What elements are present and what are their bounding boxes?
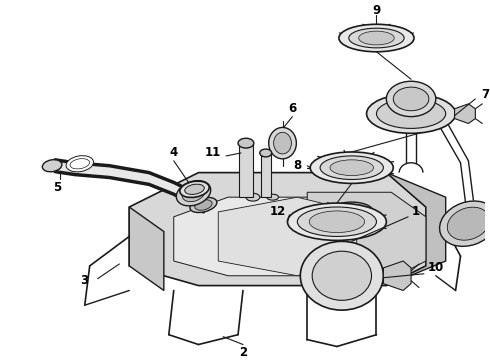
Ellipse shape [386,81,436,117]
Ellipse shape [269,127,296,159]
Text: 7: 7 [481,87,490,100]
Polygon shape [129,172,426,285]
Polygon shape [55,160,203,212]
Ellipse shape [70,159,90,169]
Polygon shape [455,104,475,123]
Ellipse shape [180,181,209,197]
Ellipse shape [447,207,490,240]
Ellipse shape [297,207,376,237]
Ellipse shape [42,160,62,172]
Ellipse shape [320,156,383,180]
Ellipse shape [273,132,292,154]
Polygon shape [307,192,426,279]
Ellipse shape [309,211,365,233]
Ellipse shape [195,200,212,210]
Ellipse shape [260,149,271,157]
Polygon shape [129,207,164,291]
Polygon shape [383,261,411,291]
Ellipse shape [339,24,414,52]
Text: 5: 5 [53,181,61,194]
Text: 10: 10 [428,261,444,274]
Text: 1: 1 [412,206,420,219]
Ellipse shape [288,203,386,240]
Ellipse shape [310,152,393,183]
Ellipse shape [300,241,383,310]
Text: 11: 11 [205,147,221,159]
Text: 6: 6 [288,102,296,115]
Text: 9: 9 [372,4,381,17]
Ellipse shape [367,94,456,133]
Ellipse shape [66,156,94,172]
Ellipse shape [176,181,211,206]
Text: 8: 8 [293,159,301,172]
Ellipse shape [312,251,371,300]
Ellipse shape [349,28,404,48]
Text: 4: 4 [170,147,178,159]
Polygon shape [261,153,270,197]
Ellipse shape [330,202,373,222]
Ellipse shape [376,99,446,129]
Ellipse shape [182,185,205,202]
Ellipse shape [190,198,217,212]
Ellipse shape [393,87,429,111]
Text: 2: 2 [239,346,247,359]
Ellipse shape [267,194,279,200]
Ellipse shape [330,160,373,176]
Ellipse shape [238,138,254,148]
Polygon shape [386,172,446,285]
Polygon shape [174,197,406,276]
Ellipse shape [246,193,260,201]
Ellipse shape [185,184,204,194]
Ellipse shape [337,205,367,219]
Polygon shape [239,143,253,197]
Text: 12: 12 [270,206,286,219]
Polygon shape [218,197,357,276]
Text: 3: 3 [81,274,89,287]
Ellipse shape [440,201,490,246]
Ellipse shape [359,31,394,45]
